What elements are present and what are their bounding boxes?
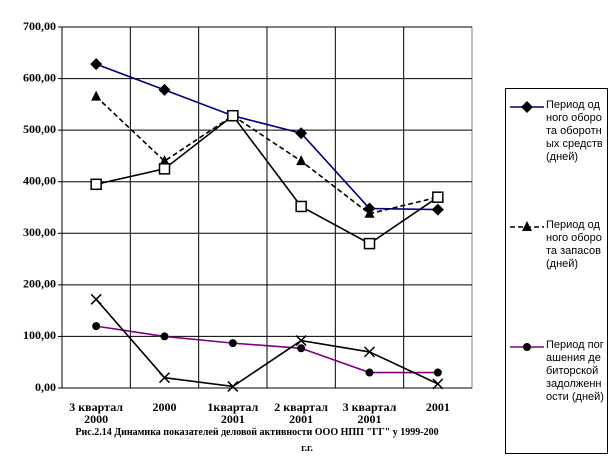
x-tick-label: 3 квартал 2000 [69, 400, 124, 426]
marker [91, 90, 102, 101]
x-tick-label: 2000 [152, 400, 177, 414]
y-tick-label: 100,00 [23, 328, 56, 342]
marker [297, 344, 306, 353]
legend-swatch [510, 221, 544, 231]
x-tick-label: 2 квартал 2001 [274, 400, 329, 426]
marker [228, 339, 237, 348]
legend: Период одного оборота оборотных средств … [505, 88, 608, 454]
marker [296, 155, 307, 166]
series [90, 109, 444, 250]
marker [365, 368, 374, 377]
marker [158, 163, 171, 175]
y-tick-label: 200,00 [23, 277, 56, 291]
marker [90, 293, 102, 305]
legend-swatch [510, 343, 544, 351]
legend-label: Период одного оборота запасов(дней) [546, 219, 602, 270]
line [95, 114, 439, 245]
legend-label: Период одного оборота оборотных средств … [546, 99, 603, 163]
series [90, 293, 444, 392]
line [96, 325, 438, 374]
x-tick-label: 3 квартал 2001 [342, 400, 397, 426]
y-tick-label: 700,00 [23, 19, 56, 33]
marker [363, 346, 376, 358]
x-tick-label: 1квартал 2001 [207, 400, 259, 426]
marker [227, 380, 239, 392]
marker [159, 155, 170, 166]
marker [295, 127, 308, 140]
marker [363, 237, 376, 250]
line [95, 298, 439, 388]
marker [90, 178, 102, 191]
marker [158, 372, 171, 384]
marker [295, 200, 307, 213]
y-tick-label: 400,00 [23, 173, 56, 187]
marker [432, 191, 444, 203]
marker [432, 378, 444, 390]
y-tick-label: 600,00 [23, 70, 56, 84]
y-tick-label: 500,00 [23, 122, 56, 136]
marker [158, 83, 171, 96]
legend-marker [523, 343, 531, 351]
y-tick-label: 0,00 [35, 380, 56, 394]
marker [431, 203, 444, 216]
caption: Рис.2.14 Динамика показателей деловой ак… [75, 427, 439, 438]
marker [295, 335, 307, 347]
legend-marker [521, 101, 533, 113]
marker [227, 109, 239, 122]
line [95, 96, 439, 215]
series [92, 322, 442, 377]
legend-marker [522, 221, 532, 231]
line [95, 63, 438, 211]
marker [364, 207, 375, 218]
marker [160, 332, 169, 341]
caption: г.г. [301, 443, 313, 454]
marker [433, 368, 442, 377]
legend-label: Период погашения дебиторской задолженнос… [546, 339, 604, 403]
x-tick-label: 2001 [425, 400, 450, 414]
marker [90, 58, 103, 71]
marker [92, 322, 101, 331]
y-tick-label: 300,00 [23, 225, 56, 239]
legend-swatch [510, 101, 544, 113]
